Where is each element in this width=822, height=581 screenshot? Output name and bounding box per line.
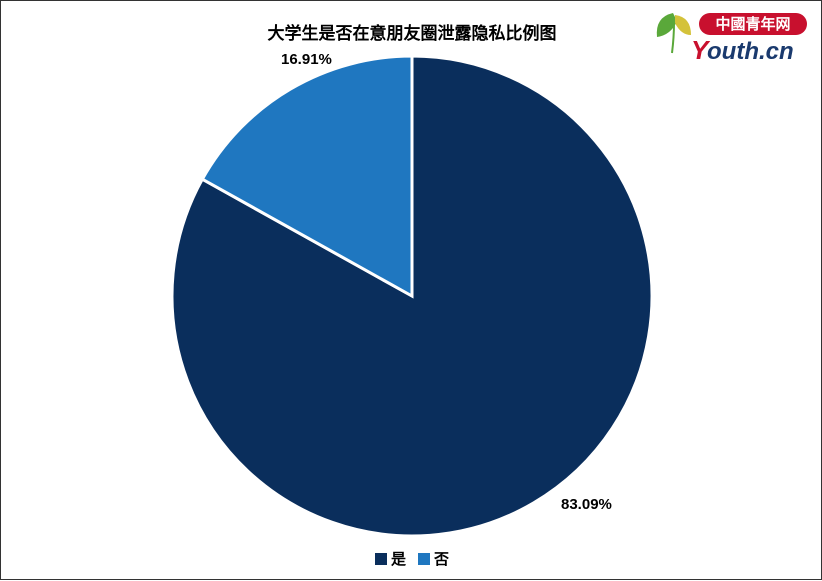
- legend-swatch: [418, 553, 430, 565]
- data-label-yes: 83.09%: [561, 496, 612, 513]
- brand-badge-text: 中國青年网: [715, 15, 790, 33]
- legend-item-是: 是: [375, 548, 406, 569]
- brand-logo: 中國青年网 Y outh.cn: [651, 7, 811, 67]
- brand-badge: 中國青年网: [699, 13, 807, 35]
- legend-label: 否: [434, 548, 449, 569]
- legend-item-否: 否: [418, 548, 449, 569]
- brand-domain: Y outh.cn: [691, 35, 794, 65]
- legend: 是否: [1, 548, 822, 569]
- legend-label: 是: [391, 548, 406, 569]
- legend-swatch: [375, 553, 387, 565]
- brand-domain-text: outh.cn: [707, 38, 794, 65]
- pie-chart: [172, 56, 652, 536]
- data-label-no: 16.91%: [281, 51, 332, 68]
- chart-container: 大学生是否在意朋友圈泄露隐私比例图 中國青年网 Y outh.cn: [1, 1, 822, 581]
- leaf-icon: [657, 13, 691, 53]
